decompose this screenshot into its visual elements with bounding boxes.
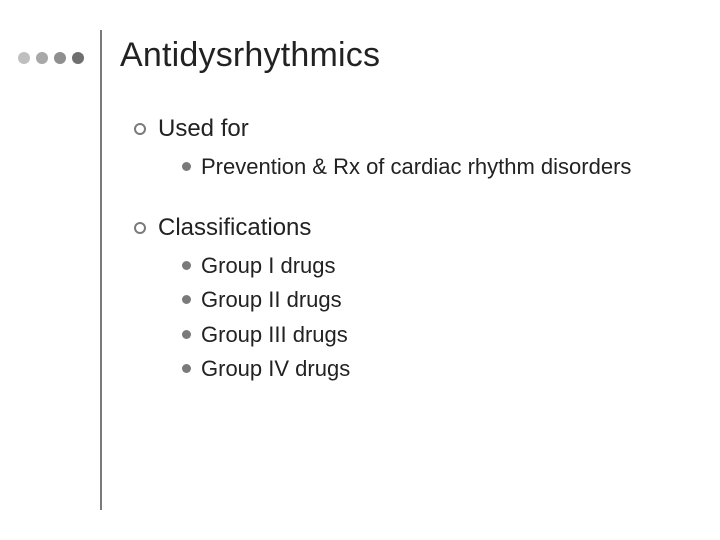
- slide: Antidysrhythmics Used for Prevention & R…: [0, 0, 720, 540]
- ring-bullet-icon: [134, 222, 146, 234]
- list-item-text: Group I drugs: [201, 252, 336, 281]
- list-item: Prevention & Rx of cardiac rhythm disord…: [182, 153, 700, 182]
- slide-title: Antidysrhythmics: [120, 36, 700, 75]
- dot-icon: [54, 52, 66, 64]
- dot-icon: [72, 52, 84, 64]
- list-item-text: Group IV drugs: [201, 355, 350, 384]
- list-item: Group IV drugs: [182, 355, 700, 384]
- disc-bullet-icon: [182, 330, 191, 339]
- section-used-for: Used for Prevention & Rx of cardiac rhyt…: [134, 115, 700, 182]
- section-label: Used for: [158, 115, 249, 143]
- ring-bullet-icon: [134, 123, 146, 135]
- dot-icon: [36, 52, 48, 64]
- list-item: Group III drugs: [182, 321, 700, 350]
- list-item-text: Group III drugs: [201, 321, 348, 350]
- list-item: Group I drugs: [182, 252, 700, 281]
- content-area: Antidysrhythmics Used for Prevention & R…: [120, 36, 700, 398]
- list-item: Group II drugs: [182, 286, 700, 315]
- disc-bullet-icon: [182, 261, 191, 270]
- vertical-divider: [100, 30, 102, 510]
- section-label: Classifications: [158, 214, 311, 242]
- list-item-text: Prevention & Rx of cardiac rhythm disord…: [201, 153, 631, 182]
- list-item-text: Group II drugs: [201, 286, 342, 315]
- section-classifications: Classifications Group I drugs Group II d…: [134, 214, 700, 384]
- disc-bullet-icon: [182, 295, 191, 304]
- disc-bullet-icon: [182, 364, 191, 373]
- decorative-dots: [18, 52, 84, 64]
- disc-bullet-icon: [182, 162, 191, 171]
- dot-icon: [18, 52, 30, 64]
